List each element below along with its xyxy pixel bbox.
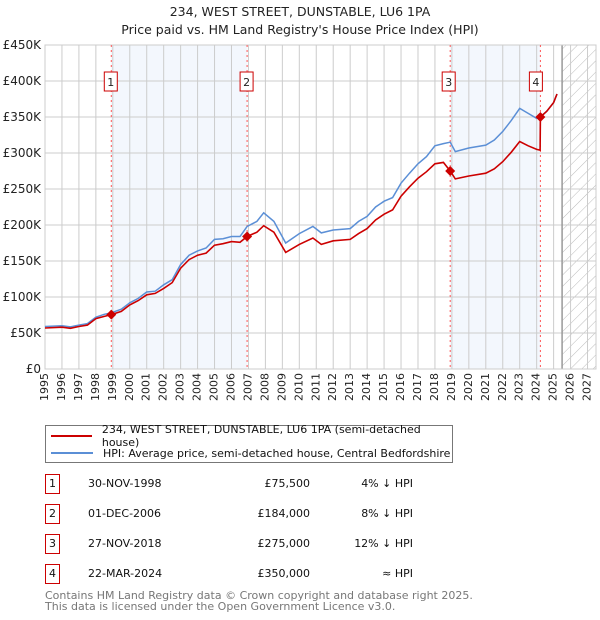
x-tick-label: 2011 bbox=[309, 373, 322, 401]
legend-swatch-blue bbox=[51, 452, 93, 454]
sale-number-badge: 4 bbox=[45, 564, 60, 584]
x-tick-label: 1998 bbox=[89, 373, 102, 401]
y-tick-label: £300K bbox=[3, 146, 43, 160]
y-tick-label: £450K bbox=[3, 38, 43, 52]
legend-label: HPI: Average price, semi-detached house,… bbox=[103, 446, 451, 460]
hpi-comparison: 4% ↓ HPI bbox=[361, 477, 413, 490]
x-tick-label: 2019 bbox=[445, 373, 458, 401]
x-tick-label: 2025 bbox=[547, 373, 560, 401]
legend-swatch-red bbox=[51, 435, 92, 437]
legend-label: 234, WEST STREET, DUNSTABLE, LU6 1PA (se… bbox=[101, 423, 421, 449]
x-tick-label: 2024 bbox=[530, 373, 543, 401]
chart-title: 234, WEST STREET, DUNSTABLE, LU6 1PA bbox=[169, 4, 431, 19]
sale-point bbox=[445, 166, 456, 176]
y-tick-label: £200K bbox=[3, 218, 43, 232]
x-tick-label: 2003 bbox=[174, 373, 187, 401]
x-tick-label: 2002 bbox=[157, 373, 170, 401]
x-tick-label: 2018 bbox=[428, 373, 441, 401]
x-tick-label: 2027 bbox=[581, 373, 594, 401]
sale-point bbox=[535, 112, 546, 122]
x-tick-label: 2013 bbox=[343, 373, 356, 401]
y-tick-label: £150K bbox=[3, 254, 43, 268]
x-tick-label: 2023 bbox=[513, 373, 526, 401]
sale-date: 01-DEC-2006 bbox=[88, 507, 162, 520]
hpi-comparison: 8% ↓ HPI bbox=[361, 507, 413, 520]
x-tick-label: 1995 bbox=[38, 373, 51, 401]
sale-label-number: 3 bbox=[445, 76, 452, 89]
sale-price: £75,500 bbox=[264, 477, 311, 490]
legend-item-hpi: HPI: Average price, semi-detached house,… bbox=[46, 445, 450, 461]
x-tick-label: 1999 bbox=[106, 373, 119, 401]
x-tick-label: 2008 bbox=[258, 373, 271, 401]
price-chart: 1995 1996 1997 1998 1999 2000 2001 2002 2003 2004… bbox=[3, 38, 597, 401]
hpi-line bbox=[44, 93, 558, 328]
y-tick-label: £400K bbox=[3, 74, 43, 88]
x-tick-label: 2007 bbox=[241, 373, 254, 401]
x-tick-label: 2005 bbox=[208, 373, 221, 401]
sale-label-box bbox=[528, 71, 543, 92]
shaded-period bbox=[111, 45, 248, 369]
sale-label-box bbox=[103, 71, 118, 92]
sale-label-box bbox=[239, 71, 254, 92]
x-tick-label: 2016 bbox=[394, 373, 407, 401]
x-tick-label: 2026 bbox=[564, 373, 577, 401]
x-tick-label: 2020 bbox=[462, 373, 475, 401]
x-tick-label: 2017 bbox=[411, 373, 424, 401]
footer-copyright: Contains HM Land Registry data © Crown c… bbox=[45, 589, 473, 602]
chart-subtitle: Price paid vs. HM Land Registry's House … bbox=[121, 22, 479, 37]
table-row: 3 27-NOV-2018 £275,000 12% ↓ HPI bbox=[45, 534, 465, 554]
legend-item-property: 234, WEST STREET, DUNSTABLE, LU6 1PA (se… bbox=[46, 423, 452, 449]
sale-number-badge: 2 bbox=[45, 504, 60, 524]
y-tick-label: £50K bbox=[10, 326, 42, 340]
sale-number-badge: 1 bbox=[45, 474, 60, 494]
x-tick-label: 2014 bbox=[360, 373, 373, 401]
x-tick-label: 2006 bbox=[224, 373, 237, 401]
forecast-hatch bbox=[562, 45, 596, 369]
sale-date: 30-NOV-1998 bbox=[88, 477, 162, 490]
x-tick-label: 2004 bbox=[191, 373, 204, 401]
table-row: 1 30-NOV-1998 £75,500 4% ↓ HPI bbox=[45, 474, 465, 494]
hpi-comparison: ≈ HPI bbox=[382, 567, 413, 580]
hpi-comparison: 12% ↓ HPI bbox=[354, 537, 413, 550]
sale-label-number: 2 bbox=[243, 76, 250, 89]
x-tick-label: 1996 bbox=[55, 373, 68, 401]
x-tick-label: 2009 bbox=[275, 373, 288, 401]
price-paid-line bbox=[44, 93, 558, 330]
y-tick-label: £350K bbox=[3, 110, 43, 124]
y-tick-label: £100K bbox=[3, 290, 43, 304]
x-tick-label: 1997 bbox=[72, 373, 85, 401]
sale-date: 27-NOV-2018 bbox=[88, 537, 162, 550]
sale-point bbox=[106, 309, 117, 320]
sale-point bbox=[242, 231, 253, 242]
footer-licence: This data is licensed under the Open Gov… bbox=[45, 600, 396, 613]
x-tick-label: 2022 bbox=[496, 373, 509, 401]
sale-label-box bbox=[441, 71, 456, 92]
table-row: 4 22-MAR-2024 £350,000 ≈ HPI bbox=[45, 564, 465, 584]
sale-date: 22-MAR-2024 bbox=[88, 567, 163, 580]
sale-price: £275,000 bbox=[257, 537, 311, 550]
sale-label-number: 4 bbox=[532, 76, 539, 89]
table-row: 2 01-DEC-2006 £184,000 8% ↓ HPI bbox=[45, 504, 465, 524]
x-tick-label: 2001 bbox=[140, 373, 153, 401]
sale-number-badge: 3 bbox=[45, 534, 60, 554]
y-tick-label: £0 bbox=[26, 362, 41, 376]
sale-price: £350,000 bbox=[257, 567, 311, 580]
sale-label-number: 1 bbox=[107, 76, 114, 89]
x-tick-label: 2012 bbox=[326, 373, 339, 401]
sale-price: £184,000 bbox=[257, 507, 311, 520]
x-tick-label: 2021 bbox=[479, 373, 492, 401]
x-tick-label: 2000 bbox=[123, 373, 136, 401]
x-tick-label: 2015 bbox=[377, 373, 390, 401]
x-tick-label: 2010 bbox=[292, 373, 305, 401]
shaded-period bbox=[450, 45, 541, 369]
legend: 234, WEST STREET, DUNSTABLE, LU6 1PA (se… bbox=[45, 423, 453, 463]
y-tick-label: £250K bbox=[3, 182, 43, 196]
plot-border bbox=[44, 44, 597, 370]
